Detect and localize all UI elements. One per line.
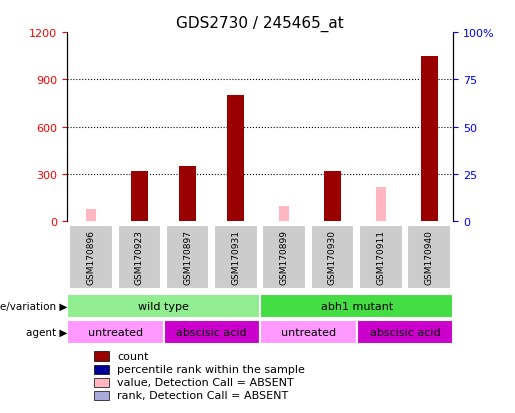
Bar <box>279 206 289 222</box>
Bar <box>179 167 196 222</box>
Text: abh1 mutant: abh1 mutant <box>320 301 393 311</box>
Text: GSM170940: GSM170940 <box>424 230 434 285</box>
Text: GSM170930: GSM170930 <box>328 230 337 285</box>
Text: abscisic acid: abscisic acid <box>370 328 440 337</box>
FancyBboxPatch shape <box>260 294 453 318</box>
Bar <box>131 171 148 222</box>
Bar <box>94 391 110 400</box>
FancyBboxPatch shape <box>407 225 451 289</box>
FancyBboxPatch shape <box>67 320 163 344</box>
Text: untreated: untreated <box>281 328 336 337</box>
Text: GSM170923: GSM170923 <box>135 230 144 285</box>
FancyBboxPatch shape <box>356 320 453 344</box>
Text: GSM170896: GSM170896 <box>87 230 96 285</box>
Text: agent ▶: agent ▶ <box>26 328 67 337</box>
FancyBboxPatch shape <box>214 225 258 289</box>
Bar <box>94 351 110 361</box>
FancyBboxPatch shape <box>359 225 403 289</box>
Text: genotype/variation ▶: genotype/variation ▶ <box>0 301 67 311</box>
Bar <box>421 57 438 222</box>
Text: GSM170911: GSM170911 <box>376 230 385 285</box>
Text: GSM170931: GSM170931 <box>231 230 241 285</box>
FancyBboxPatch shape <box>263 225 306 289</box>
Text: count: count <box>117 351 149 361</box>
FancyBboxPatch shape <box>67 294 260 318</box>
Bar <box>324 171 341 222</box>
FancyBboxPatch shape <box>260 320 356 344</box>
Text: abscisic acid: abscisic acid <box>177 328 247 337</box>
Bar <box>376 187 386 222</box>
Text: GSM170899: GSM170899 <box>280 230 289 285</box>
Bar <box>86 209 96 222</box>
Text: rank, Detection Call = ABSENT: rank, Detection Call = ABSENT <box>117 390 288 400</box>
Text: untreated: untreated <box>88 328 143 337</box>
FancyBboxPatch shape <box>166 225 210 289</box>
Text: value, Detection Call = ABSENT: value, Detection Call = ABSENT <box>117 377 294 387</box>
Bar <box>94 377 110 387</box>
Text: GSM170897: GSM170897 <box>183 230 192 285</box>
Bar <box>228 96 245 222</box>
Text: wild type: wild type <box>138 301 189 311</box>
FancyBboxPatch shape <box>70 225 113 289</box>
Text: percentile rank within the sample: percentile rank within the sample <box>117 364 305 374</box>
Bar <box>94 365 110 374</box>
Title: GDS2730 / 245465_at: GDS2730 / 245465_at <box>176 16 344 32</box>
FancyBboxPatch shape <box>311 225 354 289</box>
FancyBboxPatch shape <box>163 320 260 344</box>
FancyBboxPatch shape <box>117 225 161 289</box>
